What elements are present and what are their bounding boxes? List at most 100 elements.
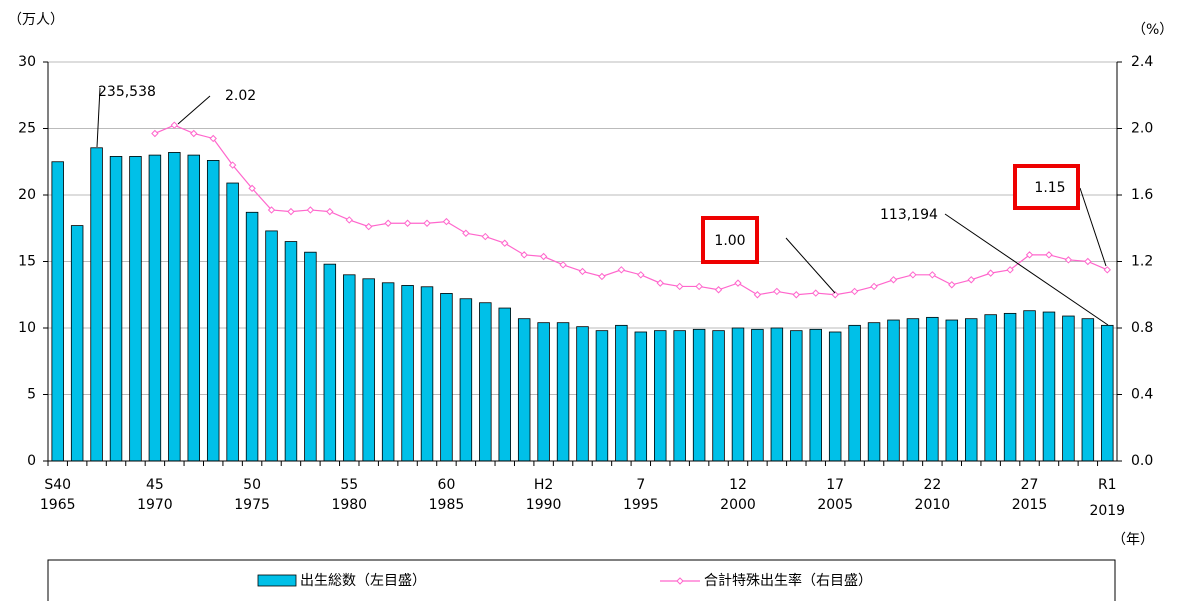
y2-tick-label: 2.4: [1131, 54, 1153, 70]
legend-label: 出生総数（左目盛）: [300, 573, 426, 589]
leader: [944, 213, 1109, 326]
bar: [595, 330, 609, 462]
marker: [151, 129, 159, 138]
bar: [615, 324, 628, 462]
bar: [828, 331, 842, 462]
x-tick-label: 1980: [331, 497, 367, 513]
marker: [462, 229, 470, 237]
x-tick-label: 55: [340, 477, 358, 493]
bar: [1042, 311, 1056, 462]
y2-unit: （%）: [1132, 22, 1173, 38]
bar: [770, 327, 784, 462]
marker: [384, 219, 392, 227]
marker: [986, 269, 995, 277]
marker: [850, 287, 859, 296]
marker: [578, 267, 587, 276]
bar: [129, 156, 142, 462]
marker: [617, 266, 626, 274]
bar: [809, 328, 822, 462]
highlight-box: [701, 216, 759, 264]
marker: [364, 222, 373, 231]
marker: [345, 216, 353, 224]
marker: [967, 276, 975, 284]
bar: [1003, 312, 1017, 462]
marker: [714, 286, 723, 294]
bar: [731, 327, 745, 462]
marker: [598, 272, 606, 281]
bar: [401, 285, 414, 462]
y2-tick-label: 0.0: [1131, 453, 1153, 469]
bar: [265, 230, 278, 462]
y-tick-label: 10: [18, 320, 36, 336]
x-tick-label: 2010: [915, 497, 951, 513]
y-tick-label: 15: [18, 254, 36, 270]
x-tick-label: 7: [636, 477, 645, 493]
annotation: 2.02: [225, 88, 256, 104]
leader: [1079, 187, 1107, 267]
bar: [284, 241, 298, 462]
marker: [889, 276, 898, 284]
bar: [751, 328, 764, 462]
marker: [753, 291, 762, 299]
x-unit: （年）: [1112, 532, 1154, 548]
x-tick-label: 27: [1021, 477, 1039, 493]
x-tick-label: 1970: [137, 497, 173, 513]
marker: [1084, 257, 1092, 266]
annotation: 235,538: [98, 84, 156, 100]
bar: [51, 161, 64, 462]
marker: [1025, 251, 1034, 259]
marker: [812, 289, 820, 297]
marker: [1006, 266, 1014, 274]
bar: [343, 274, 356, 462]
annotation: 113,194: [880, 207, 938, 223]
bar: [576, 326, 589, 462]
x-tick-label: 60: [438, 477, 456, 493]
bar: [537, 322, 550, 462]
bar: [90, 147, 103, 462]
y2-tick-label: 1.6: [1131, 187, 1153, 203]
bar: [712, 330, 725, 462]
annotation: 1.15: [1034, 180, 1065, 196]
bar: [459, 298, 473, 462]
bar: [692, 328, 706, 462]
bar: [887, 319, 900, 462]
y-tick-label: 25: [18, 121, 36, 137]
bar: [420, 286, 434, 462]
marker: [170, 121, 179, 129]
marker: [539, 252, 548, 261]
annotation: 1.00: [714, 233, 745, 249]
y2-tick-label: 1.2: [1131, 254, 1153, 270]
bar: [964, 318, 978, 462]
leader: [177, 95, 211, 125]
marker: [675, 282, 684, 291]
legend-label: 合計特殊出生率（右目盛）: [704, 572, 872, 589]
marker: [831, 291, 839, 299]
bar: [634, 331, 648, 462]
marker: [287, 207, 295, 216]
bar: [168, 152, 181, 462]
marker: [209, 134, 217, 143]
bar: [673, 330, 686, 462]
bar: [440, 293, 453, 462]
bar: [226, 182, 239, 462]
marker: [267, 206, 276, 214]
x-tick-label: 2019: [1089, 503, 1125, 519]
line: [154, 124, 1108, 296]
x-tick-label: R1: [1098, 477, 1117, 493]
bar: [848, 324, 861, 462]
x-tick-label: 1990: [526, 497, 562, 513]
x-tick-label: 1985: [429, 497, 465, 513]
bar: [479, 302, 492, 462]
marker: [637, 271, 645, 279]
x-tick-label: 2000: [720, 497, 756, 513]
y-tick-label: 20: [18, 187, 36, 203]
marker: [403, 219, 412, 227]
marker: [695, 282, 703, 291]
marker: [928, 271, 937, 279]
y-tick-label: 30: [18, 54, 36, 70]
marker: [792, 291, 801, 299]
x-tick-label: 2005: [817, 497, 853, 513]
marker: [501, 239, 509, 247]
marker: [559, 261, 567, 269]
bar: [304, 251, 317, 462]
